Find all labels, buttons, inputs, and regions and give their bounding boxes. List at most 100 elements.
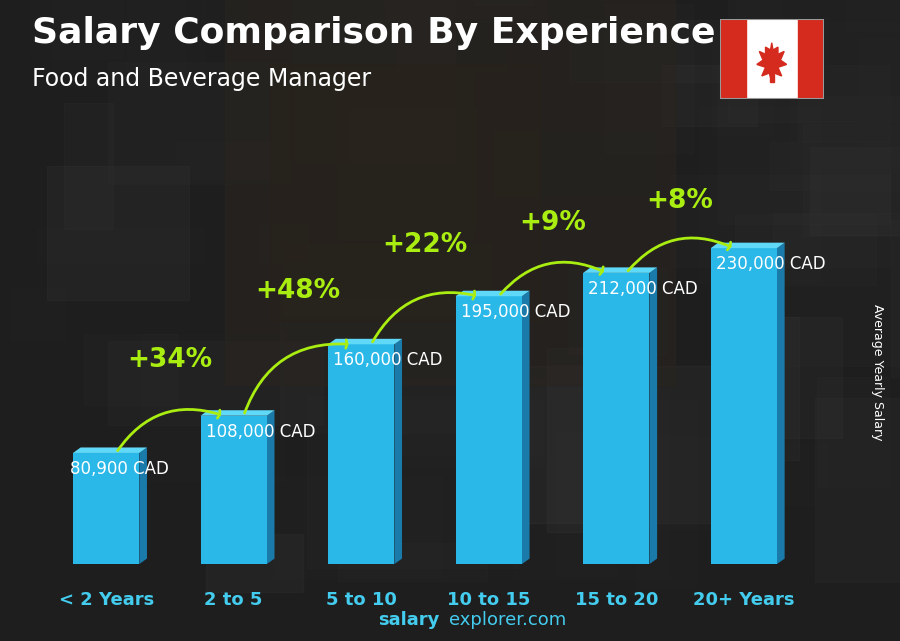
Text: 212,000 CAD: 212,000 CAD — [589, 280, 698, 298]
Polygon shape — [522, 291, 529, 564]
Bar — [338, 0, 514, 31]
Polygon shape — [73, 447, 147, 453]
Bar — [52, 0, 205, 86]
Bar — [258, 224, 309, 262]
Text: 10 to 15: 10 to 15 — [447, 591, 530, 609]
Bar — [817, 377, 888, 487]
Bar — [766, 317, 842, 438]
Polygon shape — [394, 339, 402, 564]
Polygon shape — [711, 243, 785, 248]
Bar — [892, 220, 900, 376]
Bar — [320, 104, 368, 155]
Bar — [732, 0, 900, 34]
Bar — [728, 0, 900, 122]
Text: 80,900 CAD: 80,900 CAD — [70, 460, 169, 478]
Text: +22%: +22% — [382, 232, 468, 258]
Bar — [37, 228, 203, 262]
Text: 2 to 5: 2 to 5 — [204, 591, 263, 609]
Bar — [583, 273, 650, 564]
Polygon shape — [650, 267, 657, 564]
Bar — [471, 317, 520, 367]
Bar — [635, 399, 696, 589]
Bar — [31, 0, 122, 58]
Text: 15 to 20: 15 to 20 — [574, 591, 658, 609]
Bar — [718, 65, 890, 224]
Bar — [735, 214, 876, 285]
Bar — [726, 17, 829, 67]
Bar — [114, 240, 298, 306]
Text: +48%: +48% — [255, 278, 340, 304]
Bar — [545, 497, 609, 635]
Bar — [711, 248, 777, 564]
Bar — [846, 0, 900, 29]
Bar — [570, 21, 760, 83]
Bar — [10, 290, 66, 340]
Bar — [280, 298, 456, 433]
Polygon shape — [266, 410, 274, 564]
Bar — [5, 0, 177, 119]
Bar — [350, 378, 544, 467]
Bar — [475, 0, 533, 4]
Bar — [307, 395, 518, 569]
Bar — [513, 388, 669, 579]
Bar — [803, 124, 900, 237]
Bar — [338, 71, 472, 240]
Bar — [22, 0, 219, 24]
Bar — [770, 74, 774, 81]
Text: 20+ Years: 20+ Years — [693, 591, 795, 609]
Bar — [398, 21, 506, 72]
Bar — [713, 24, 774, 135]
Bar — [798, 96, 900, 141]
Bar — [328, 344, 394, 564]
Bar — [580, 435, 750, 529]
Bar — [85, 120, 143, 203]
Text: Food and Beverage Manager: Food and Beverage Manager — [32, 67, 371, 91]
Bar — [494, 129, 656, 197]
Bar — [389, 400, 544, 454]
Text: 5 to 10: 5 to 10 — [326, 591, 397, 609]
Text: Salary Comparison By Experience: Salary Comparison By Experience — [32, 16, 715, 50]
Bar — [256, 504, 411, 617]
Bar — [699, 106, 821, 283]
Bar — [73, 453, 140, 564]
Text: 160,000 CAD: 160,000 CAD — [333, 351, 443, 369]
Text: explorer.com: explorer.com — [449, 612, 566, 629]
Text: < 2 Years: < 2 Years — [58, 591, 154, 609]
Text: salary: salary — [378, 612, 439, 629]
Bar — [772, 213, 900, 366]
Bar — [47, 166, 189, 301]
Bar — [274, 476, 442, 578]
Bar — [789, 22, 900, 166]
Bar — [720, 19, 746, 99]
Polygon shape — [140, 447, 147, 564]
Bar — [108, 341, 322, 424]
Bar — [671, 175, 889, 267]
Bar — [202, 0, 248, 24]
Bar — [749, 444, 827, 505]
Text: 230,000 CAD: 230,000 CAD — [716, 255, 825, 273]
Bar — [547, 347, 604, 531]
Polygon shape — [583, 267, 657, 273]
Bar — [292, 0, 454, 163]
Bar — [454, 0, 557, 112]
Bar — [455, 296, 522, 564]
Polygon shape — [328, 339, 402, 344]
Bar — [662, 65, 757, 126]
Polygon shape — [777, 243, 785, 564]
Bar — [410, 23, 491, 138]
Polygon shape — [455, 291, 529, 296]
Text: +8%: +8% — [646, 188, 714, 213]
Bar — [349, 109, 477, 229]
Bar — [85, 334, 177, 405]
Bar — [797, 19, 824, 99]
Bar — [770, 142, 900, 190]
Polygon shape — [757, 43, 787, 81]
Bar — [176, 142, 271, 178]
Bar — [206, 534, 303, 592]
Bar — [225, 0, 675, 385]
Bar — [127, 0, 185, 127]
Text: 195,000 CAD: 195,000 CAD — [461, 303, 571, 321]
Bar — [736, 0, 782, 89]
Bar — [569, 269, 666, 354]
Bar — [322, 435, 523, 567]
